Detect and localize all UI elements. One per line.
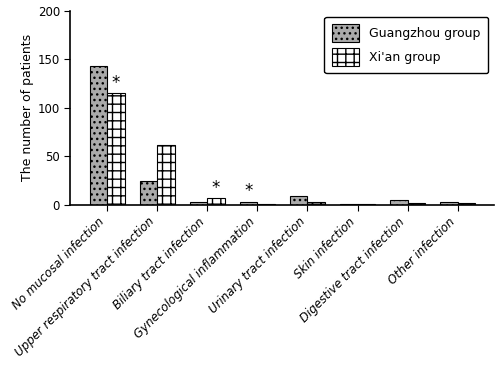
Bar (107, 93, 124, 205)
Bar (140, 181, 158, 205)
Bar (208, 198, 225, 205)
Bar (408, 203, 425, 205)
Bar (340, 204, 357, 205)
Bar (440, 202, 458, 205)
Bar (390, 200, 407, 205)
Bar (240, 202, 258, 205)
Bar (90, 66, 107, 205)
Text: *: * (244, 182, 253, 200)
Bar (190, 202, 208, 205)
Text: *: * (212, 178, 220, 196)
Legend: Guangzhou group, Xi'an group: Guangzhou group, Xi'an group (324, 17, 488, 73)
Bar (358, 204, 375, 205)
Y-axis label: The number of patients: The number of patients (20, 34, 34, 181)
Bar (458, 203, 475, 205)
Text: *: * (112, 74, 120, 92)
Bar (158, 145, 175, 205)
Bar (290, 196, 308, 205)
Bar (308, 202, 325, 205)
Bar (258, 204, 275, 205)
